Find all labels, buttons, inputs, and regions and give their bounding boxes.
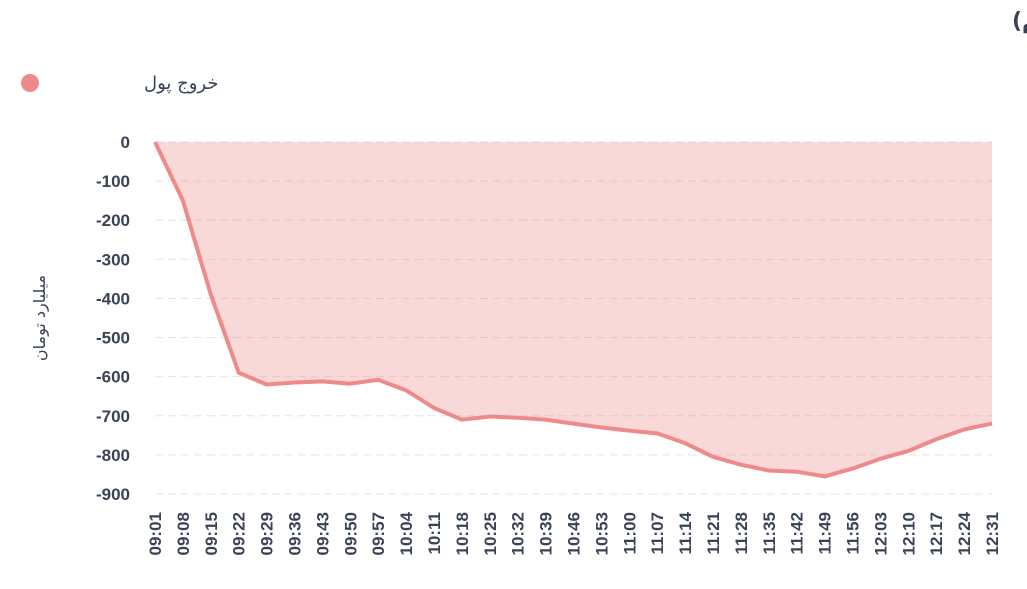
y-tick-label: 0 (121, 133, 130, 152)
x-tick-label: 11:07 (648, 512, 667, 555)
x-tick-label: 09:57 (369, 512, 388, 555)
x-tick-label: 09:43 (313, 512, 332, 555)
chart-title: روند تغییر مالکیت حقیقی (سهام و حق تقدم) (1012, 9, 1027, 34)
y-tick-label: -900 (96, 485, 130, 504)
x-tick-label: 09:50 (341, 512, 360, 555)
x-tick-label: 11:49 (816, 512, 835, 555)
y-tick-label: -200 (96, 211, 130, 230)
x-tick-label: 10:46 (565, 512, 584, 555)
x-tick-label: 09:36 (286, 512, 305, 555)
x-tick-label: 12:03 (871, 512, 890, 555)
y-tick-label: -600 (96, 368, 130, 387)
x-tick-label: 09:29 (258, 512, 277, 555)
area-fill (155, 142, 992, 477)
x-tick-label: 10:39 (537, 512, 556, 555)
x-tick-label: 12:10 (899, 512, 918, 555)
y-tick-label: -700 (96, 407, 130, 426)
x-tick-label: 12:17 (927, 512, 946, 555)
x-tick-label: 11:42 (788, 512, 807, 555)
x-tick-label: 11:21 (704, 512, 723, 555)
x-tick-label: 10:04 (397, 511, 416, 555)
x-tick-label: 10:11 (425, 512, 444, 555)
legend-label: خروج پول (144, 73, 218, 94)
x-tick-label: 09:15 (202, 512, 221, 555)
x-tick-label: 09:22 (230, 512, 249, 555)
x-tick-label: 09:08 (174, 512, 193, 555)
x-tick-label: 10:18 (453, 512, 472, 555)
x-tick-label: 12:24 (955, 511, 974, 555)
x-tick-label: 10:25 (481, 512, 500, 555)
x-tick-label: 10:32 (509, 512, 528, 555)
y-tick-label: -100 (96, 172, 130, 191)
x-tick-label: 11:56 (844, 512, 863, 555)
y-tick-label: -400 (96, 289, 130, 308)
x-tick-label: 10:53 (592, 512, 611, 555)
x-tick-label: 11:14 (676, 511, 695, 554)
x-tick-label: 11:35 (760, 512, 779, 555)
y-axis-label: میلیارد تومان (30, 275, 50, 361)
x-tick-label: 11:28 (732, 512, 751, 555)
line (153, 141, 993, 479)
x-tick-label: 11:00 (620, 512, 639, 555)
x-tick-label: 12:31 (983, 512, 1002, 555)
y-tick-label: -500 (96, 329, 130, 348)
legend-swatch (21, 74, 39, 92)
y-tick-label: -800 (96, 446, 130, 465)
y-tick-label: -300 (96, 250, 130, 269)
x-tick-label: 09:01 (146, 512, 165, 555)
